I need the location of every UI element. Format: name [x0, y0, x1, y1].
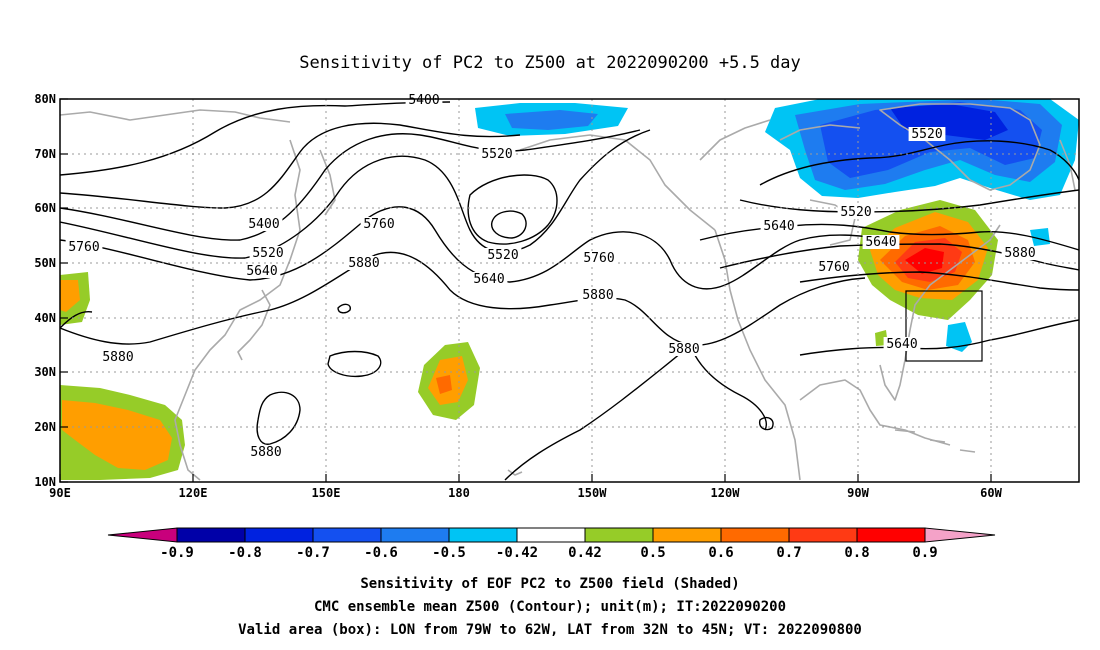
- contour-label: 5400: [248, 217, 279, 232]
- colorbar-label: 0.5: [640, 545, 665, 561]
- lat-tick-label: 60N: [34, 201, 56, 215]
- map-title: Sensitivity of PC2 to Z500 at 2022090200…: [299, 53, 801, 73]
- lat-tick-label: 50N: [34, 256, 56, 270]
- lat-tick-label: 20N: [34, 420, 56, 434]
- lat-tick-label: 70N: [34, 147, 56, 161]
- contour-label: 5640: [246, 264, 277, 279]
- caption-line-3: Valid area (box): LON from 79W to 62W, L…: [238, 622, 862, 638]
- colorbar-label: -0.6: [364, 545, 398, 561]
- contour-label: 5880: [1004, 246, 1035, 261]
- colorbar-label: 0.9: [912, 545, 937, 561]
- lon-tick-label: 90E: [49, 486, 71, 500]
- lon-tick-label: 180: [448, 486, 470, 500]
- colorbar-segment: [789, 528, 857, 542]
- lon-tick-label: 60W: [980, 486, 1002, 500]
- colorbar-segment: [857, 528, 925, 542]
- colorbar-segment: [245, 528, 313, 542]
- lat-tick-label: 40N: [34, 311, 56, 325]
- contour-label: 5520: [911, 127, 942, 142]
- colorbar-segment: [517, 528, 585, 542]
- contour-label: 5640: [473, 272, 504, 287]
- colorbar-label: -0.42: [496, 545, 538, 561]
- colorbar-label: -0.8: [228, 545, 262, 561]
- lat-tick-label: 80N: [34, 92, 56, 106]
- contour-label: 5760: [363, 217, 394, 232]
- colorbar-high-triangle: [925, 528, 995, 542]
- colorbar-label: -0.5: [432, 545, 466, 561]
- contour-label: 5400: [408, 93, 439, 108]
- colorbar-segment: [381, 528, 449, 542]
- lon-tick-label: 150W: [578, 486, 608, 500]
- colorbar-segment: [653, 528, 721, 542]
- contour-label: 5880: [102, 350, 133, 365]
- colorbar-label: -0.9: [160, 545, 194, 561]
- caption-line-1: Sensitivity of EOF PC2 to Z500 field (Sh…: [360, 576, 739, 592]
- lon-tick-label: 150E: [312, 486, 341, 500]
- colorbar-low-triangle: [108, 528, 177, 542]
- map-panel: 5400 5520 5400 5520 5640 5760 5760 5880 5520 5640…: [34, 92, 1079, 500]
- colorbar-label: 0.6: [708, 545, 733, 561]
- colorbar: -0.9 -0.8 -0.7 -0.6 -0.5 -0.42 0.42 0.5 0.6 0.7 0.…: [108, 528, 995, 561]
- colorbar-label: 0.42: [568, 545, 602, 561]
- contour-label: 5520: [252, 246, 283, 261]
- colorbar-segment: [721, 528, 789, 542]
- colorbar-segment: [313, 528, 381, 542]
- contour-label: 5880: [348, 256, 379, 271]
- contour-label: 5880: [250, 445, 281, 460]
- caption-line-2: CMC ensemble mean Z500 (Contour); unit(m…: [314, 599, 786, 615]
- colorbar-label: 0.7: [776, 545, 801, 561]
- contour-label: 5640: [865, 235, 896, 250]
- contour-label: 5520: [481, 147, 512, 162]
- lon-tick-label: 120W: [711, 486, 741, 500]
- contour-label: 5640: [763, 219, 794, 234]
- contour-label: 5760: [583, 251, 614, 266]
- lon-tick-label: 90W: [847, 486, 869, 500]
- lat-tick-label: 30N: [34, 365, 56, 379]
- colorbar-segment: [585, 528, 653, 542]
- lon-tick-label: 120E: [179, 486, 208, 500]
- contour-label: 5760: [68, 240, 99, 255]
- contour-label: 5640: [886, 337, 917, 352]
- contour-label: 5880: [668, 342, 699, 357]
- contour-label: 5520: [840, 205, 871, 220]
- contour-label: 5520: [487, 248, 518, 263]
- contour-label: 5760: [818, 260, 849, 275]
- colorbar-label: -0.7: [296, 545, 330, 561]
- contour-label: 5880: [582, 288, 613, 303]
- colorbar-label: 0.8: [844, 545, 869, 561]
- colorbar-segment: [177, 528, 245, 542]
- colorbar-segment: [449, 528, 517, 542]
